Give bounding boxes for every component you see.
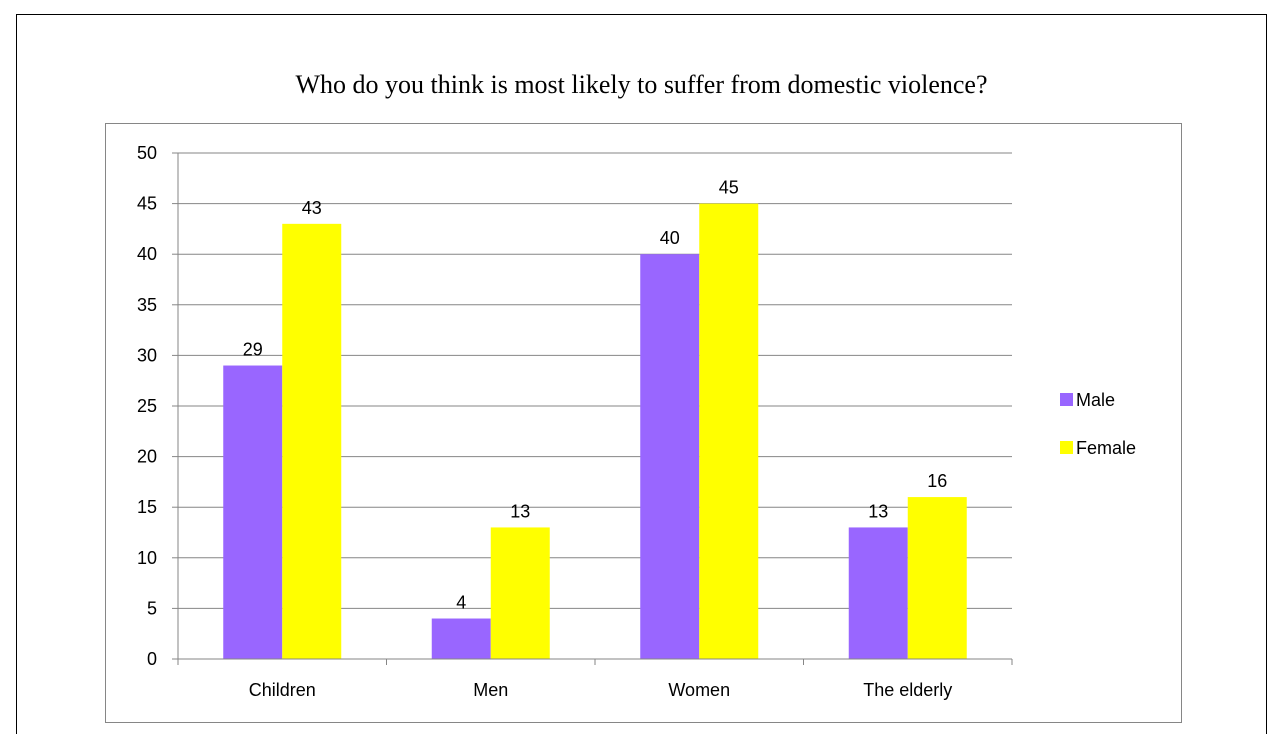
data-label: 45 xyxy=(719,178,739,198)
x-category-label: The elderly xyxy=(863,680,952,700)
y-tick-label: 40 xyxy=(137,244,157,264)
legend-label: Female xyxy=(1076,438,1136,458)
bar xyxy=(282,223,342,659)
legend-label: Male xyxy=(1076,390,1115,410)
y-tick-label: 25 xyxy=(137,396,157,416)
chart-title: Who do you think is most likely to suffe… xyxy=(295,70,988,99)
bar xyxy=(640,254,700,659)
y-tick-label: 50 xyxy=(137,143,157,163)
y-tick-label: 15 xyxy=(137,497,157,517)
y-tick-label: 20 xyxy=(137,447,157,467)
x-category-label: Children xyxy=(249,680,316,700)
x-category-label: Men xyxy=(473,680,508,700)
data-label: 13 xyxy=(868,501,888,521)
y-tick-label: 5 xyxy=(147,598,157,618)
bar xyxy=(223,365,283,659)
data-label: 40 xyxy=(660,228,680,248)
x-category-label: Women xyxy=(668,680,730,700)
bar xyxy=(848,527,908,659)
bar xyxy=(699,203,759,659)
chart-area xyxy=(105,123,1182,723)
bar xyxy=(431,618,491,659)
y-tick-label: 45 xyxy=(137,194,157,214)
outer-frame xyxy=(16,14,1267,734)
data-label: 29 xyxy=(243,340,263,360)
data-label: 13 xyxy=(510,501,530,521)
bar xyxy=(907,497,967,659)
data-label: 4 xyxy=(456,593,466,613)
bar xyxy=(490,527,550,659)
legend-swatch xyxy=(1060,393,1073,406)
y-tick-label: 0 xyxy=(147,649,157,669)
data-label: 43 xyxy=(302,198,322,218)
y-tick-label: 30 xyxy=(137,345,157,365)
y-tick-label: 10 xyxy=(137,548,157,568)
data-label: 16 xyxy=(927,471,947,491)
y-tick-label: 35 xyxy=(137,295,157,315)
legend-swatch xyxy=(1060,441,1073,454)
